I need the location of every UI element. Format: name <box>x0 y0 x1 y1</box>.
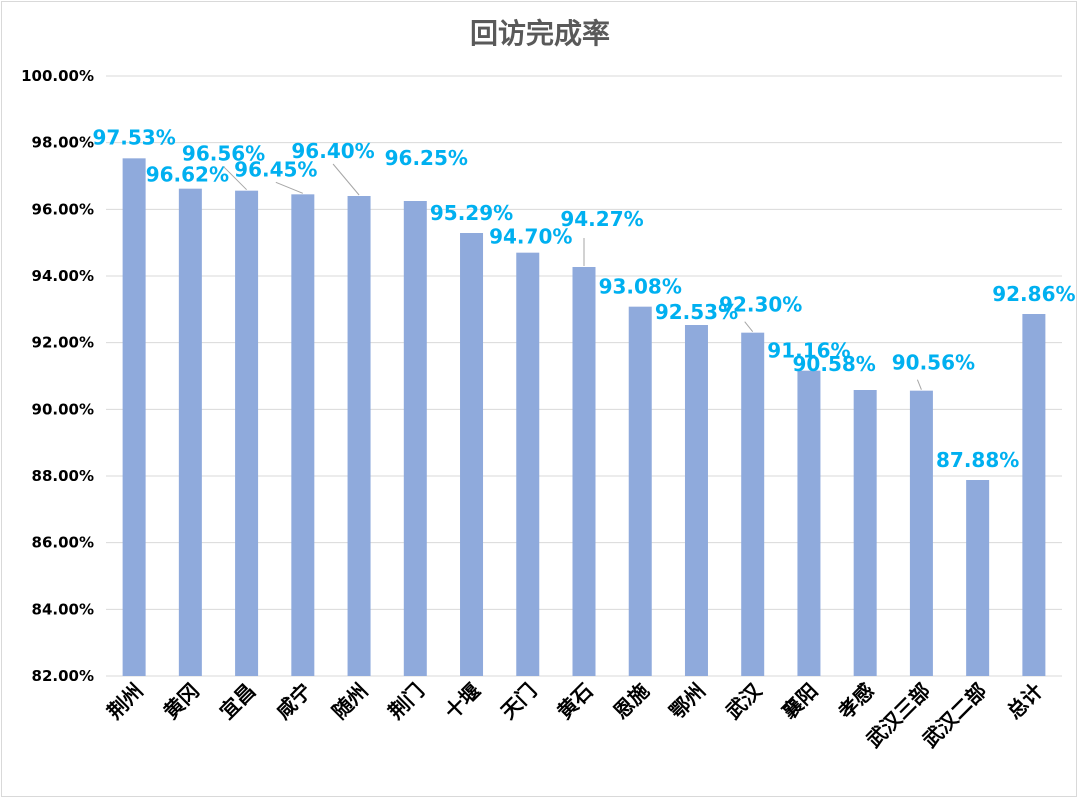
data-label: 92.86% <box>992 282 1075 306</box>
data-label: 91.16% <box>767 339 850 363</box>
y-tick-label: 94.00% <box>32 267 94 285</box>
data-label: 96.56% <box>182 142 265 166</box>
y-tick-label: 100.00% <box>21 67 94 85</box>
bar-荆门 <box>403 201 427 676</box>
data-label: 92.53% <box>655 300 738 324</box>
bar-黄冈 <box>178 188 202 676</box>
y-tick-label: 84.00% <box>32 600 94 618</box>
x-tick-label: 咸宁 <box>271 679 316 724</box>
x-tick-label: 天门 <box>496 679 541 724</box>
x-tick-label: 襄阳 <box>777 679 823 725</box>
x-tick-label: 荆门 <box>384 679 429 724</box>
data-label: 94.27% <box>560 207 643 231</box>
bar-鄂州 <box>684 325 708 676</box>
x-tick-label: 黄冈 <box>159 679 204 724</box>
bar-咸宁 <box>291 194 315 677</box>
data-label: 90.56% <box>892 351 975 375</box>
leader-line <box>332 163 360 196</box>
x-tick-label: 黄石 <box>552 679 597 724</box>
data-label: 96.25% <box>385 146 468 170</box>
bar-武汉二部 <box>966 480 990 676</box>
leader-line <box>744 321 754 332</box>
data-label: 96.45% <box>234 157 317 181</box>
x-tick-label: 恩施 <box>609 679 654 724</box>
x-tick-label: 总计 <box>1002 679 1047 724</box>
bar-武汉三部 <box>909 390 933 676</box>
bar-宜昌 <box>235 190 259 676</box>
data-label: 96.62% <box>146 163 229 187</box>
x-tick-label: 鄂州 <box>665 679 710 724</box>
y-tick-label: 96.00% <box>32 200 94 218</box>
bar-随州 <box>347 196 371 676</box>
data-label: 87.88% <box>936 448 1019 472</box>
data-label: 94.70% <box>489 225 572 249</box>
data-label: 90.58% <box>793 352 876 376</box>
bar-荆州 <box>122 158 146 677</box>
data-label: 96.40% <box>291 139 374 163</box>
leader-line <box>916 379 922 390</box>
bar-襄阳 <box>797 370 821 676</box>
leader-line <box>223 166 247 191</box>
bar-黄石 <box>572 267 596 676</box>
bar-天门 <box>516 252 540 676</box>
x-tick-label: 荆州 <box>102 679 147 724</box>
y-tick-label: 98.00% <box>32 134 94 152</box>
y-tick-label: 92.00% <box>32 334 94 352</box>
x-tick-label: 武汉 <box>721 678 767 724</box>
data-label: 97.53% <box>92 125 175 149</box>
x-tick-label: 宜昌 <box>215 679 260 724</box>
x-tick-label: 随州 <box>327 679 372 724</box>
bar-孝感 <box>853 390 877 676</box>
bar-恩施 <box>628 306 652 676</box>
data-label: 93.08% <box>599 275 682 299</box>
data-label: 92.30% <box>719 293 802 317</box>
x-tick-label: 孝感 <box>833 679 879 725</box>
bar-总计 <box>1022 314 1046 676</box>
chart-title: 回访完成率 <box>469 17 610 50</box>
y-tick-label: 90.00% <box>32 400 94 418</box>
y-tick-label: 82.00% <box>32 667 94 685</box>
data-label: 95.29% <box>430 201 513 225</box>
bar-十堰 <box>460 233 484 676</box>
y-tick-label: 86.00% <box>32 534 94 552</box>
bar-武汉 <box>741 332 765 676</box>
x-tick-label: 十堰 <box>440 679 485 724</box>
y-tick-label: 88.00% <box>32 467 94 485</box>
leader-line <box>275 181 304 194</box>
